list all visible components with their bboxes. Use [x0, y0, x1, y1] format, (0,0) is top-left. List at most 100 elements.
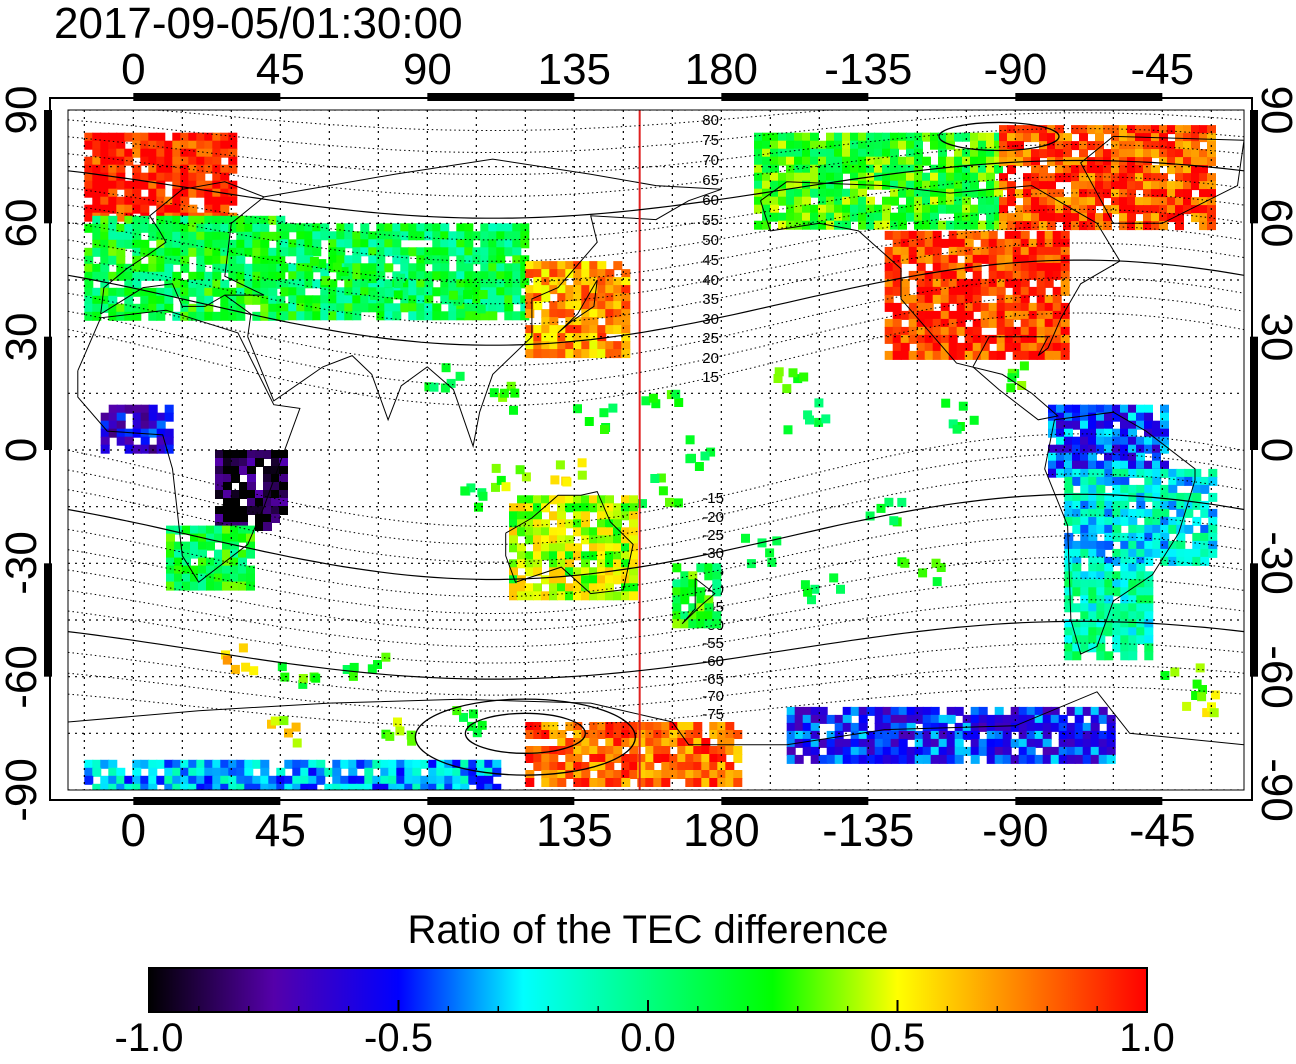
- bottom-lon-tick-label: -45: [1129, 804, 1196, 856]
- bottom-lon-tick-label: 45: [254, 804, 306, 856]
- magnetic-contour: [68, 556, 1244, 631]
- magnetic-contour: [68, 473, 1244, 563]
- tec-region: [215, 450, 288, 531]
- lat-lon-grid: [68, 110, 1244, 790]
- magnetic-contour: [68, 259, 1244, 346]
- coastline: [505, 491, 634, 595]
- top-lon-tick-label: -90: [983, 45, 1048, 94]
- axis-bar-top: [1015, 93, 1163, 101]
- coastline: [224, 158, 722, 449]
- axis-bar-bottom: [721, 797, 869, 805]
- magnetic-contour: [68, 577, 1244, 648]
- tec-region: [84, 759, 502, 790]
- tec-region: [884, 230, 1070, 360]
- magnetic-contour: [68, 620, 1244, 680]
- tec-region: [1048, 404, 1169, 478]
- bottom-lon-tick-label: 135: [535, 804, 613, 856]
- magnetic-latitude-label: 65: [702, 172, 719, 190]
- coastline: [557, 279, 598, 334]
- axis-bar-right: [1250, 336, 1258, 450]
- tec-region: [754, 132, 1003, 230]
- magnetic-latitude-contours: [68, 110, 1244, 776]
- top-lon-tick-label: 0: [121, 45, 146, 94]
- tec-data-layer: [84, 125, 1220, 790]
- top-lon-tick-label: 90: [402, 45, 452, 94]
- magnetic-contour: [68, 192, 1244, 262]
- top-lon-tick-label: 180: [684, 45, 759, 94]
- axis-bar-bottom: [133, 797, 281, 805]
- colorbar-title: Ratio of the TEC difference: [407, 908, 889, 952]
- coastline: [681, 578, 716, 625]
- magnetic-contour: [68, 128, 1244, 175]
- bottom-lon-tick-label: -90: [982, 804, 1049, 856]
- magnetic-contour: [68, 493, 1244, 581]
- axis-bar-bottom: [427, 797, 575, 805]
- axis-bar-top: [427, 93, 575, 101]
- magnetic-latitude-label: -70: [702, 688, 724, 706]
- axis-bar-left: [44, 563, 52, 677]
- magnetic-contour: [68, 599, 1244, 664]
- magnetic-contour: [68, 176, 1244, 241]
- magnetic-contour: [68, 144, 1244, 197]
- axis-bar-right: [1250, 110, 1258, 224]
- top-lon-tick-label: 135: [537, 45, 612, 94]
- magnetic-contour: [68, 208, 1244, 284]
- magnetic-pole-contour: [938, 121, 1060, 152]
- magnetic-contour: [68, 159, 1244, 219]
- magnetic-latitude-label: -15: [702, 490, 724, 508]
- axis-bar-right: [1250, 563, 1258, 677]
- bottom-lon-tick-label: 0: [120, 804, 147, 856]
- magnetic-contour: [68, 664, 1244, 712]
- coastline: [77, 309, 301, 583]
- tec-region: [84, 132, 238, 222]
- magnetic-latitude-label: -20: [702, 508, 724, 526]
- axis-bar-left: [44, 336, 52, 450]
- magnetic-latitude-label: 20: [702, 349, 719, 367]
- magnetic-latitude-label: -55: [702, 635, 724, 653]
- magnetic-latitude-label: -75: [702, 705, 724, 723]
- magnetic-latitude-label: 25: [702, 330, 719, 348]
- magnetic-latitude-label: 40: [702, 271, 719, 289]
- magnetic-latitude-label: 55: [702, 212, 719, 230]
- magnetic-contour: [68, 112, 1244, 153]
- tec-region: [999, 125, 1216, 231]
- top-lon-tick-label: -135: [824, 45, 913, 94]
- axis-bar-left: [44, 110, 52, 224]
- tec-region: [672, 563, 722, 629]
- magnetic-contour: [68, 686, 1244, 728]
- tec-region: [525, 722, 743, 787]
- tec-region: [280, 223, 530, 321]
- bottom-lon-tick-label: 180: [682, 804, 760, 856]
- bottom-lon-tick-label: -135: [822, 804, 915, 856]
- top-lon-tick-label: -45: [1130, 45, 1195, 94]
- tec-region: [166, 525, 255, 591]
- colorbar-tick-label: 1.0: [1119, 1016, 1175, 1060]
- colorbar-tick-label: -1.0: [114, 1016, 184, 1060]
- axis-bar-top: [721, 93, 869, 101]
- tec-region: [786, 706, 1116, 764]
- magnetic-contour: [68, 514, 1244, 598]
- colorbar-tick-label: 0.0: [620, 1016, 676, 1060]
- tec-region: [525, 261, 631, 359]
- top-lon-tick-label: 45: [255, 45, 305, 94]
- magnetic-contour: [68, 242, 1244, 326]
- colorbar-tick-label: 0.5: [869, 1016, 926, 1060]
- magnetic-latitude-label: 70: [702, 151, 719, 169]
- plot-border: [67, 109, 1245, 791]
- magnetic-contour: [68, 535, 1244, 614]
- coastline: [68, 691, 1244, 746]
- bottom-lon-tick-label: 90: [401, 804, 453, 856]
- magnetic-contour: [68, 642, 1244, 696]
- axis-bar-top: [133, 93, 281, 101]
- magnetic-latitude-label: 35: [702, 291, 719, 309]
- magnetic-contour: [68, 225, 1244, 305]
- axis-bar-bottom: [1015, 797, 1163, 805]
- map-frame: [44, 93, 1258, 805]
- colorbar-tick-label: -0.5: [364, 1016, 433, 1060]
- magnetic-contour: [68, 277, 1244, 367]
- map-timestamp: 2017-09-05/01:30:00: [54, 0, 463, 48]
- tec-region: [509, 495, 638, 601]
- tec-region: [100, 404, 174, 454]
- magnetic-contour: [68, 110, 1244, 131]
